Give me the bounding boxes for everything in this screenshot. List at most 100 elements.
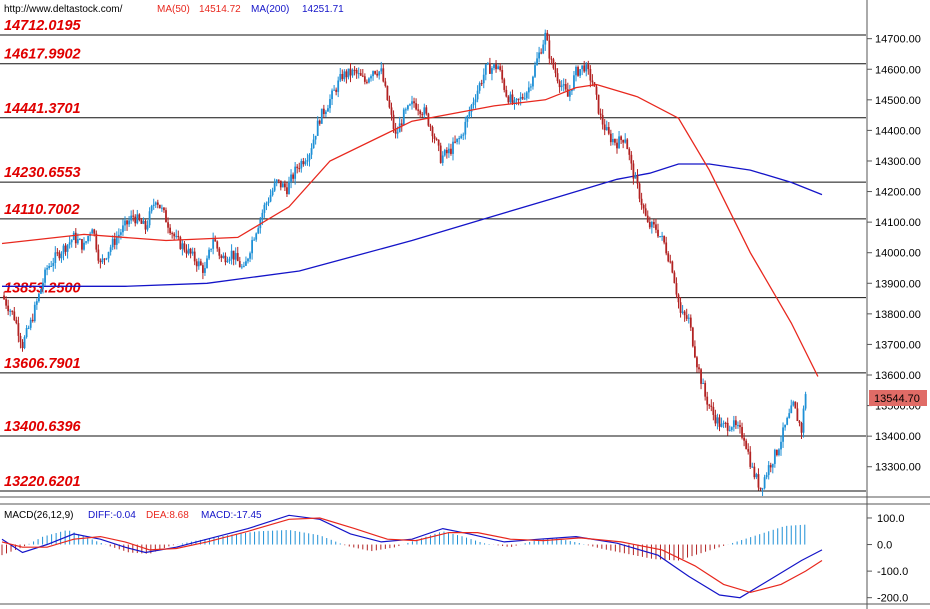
candle-body bbox=[460, 135, 463, 139]
candle-body bbox=[329, 99, 331, 109]
candle-body bbox=[191, 251, 194, 254]
candle-body bbox=[146, 225, 149, 230]
candle-body bbox=[571, 89, 573, 92]
candle-body bbox=[171, 233, 174, 235]
candle-body bbox=[763, 477, 766, 489]
candle-body bbox=[228, 258, 231, 261]
candle-body bbox=[148, 211, 151, 226]
candle-body bbox=[546, 32, 549, 41]
candle-body bbox=[370, 76, 372, 79]
candle-body bbox=[708, 404, 711, 406]
candle-body bbox=[755, 474, 758, 478]
macd-header: MACD(26,12,9) DIFF:-0.04 DEA:8.68 MACD:-… bbox=[4, 510, 262, 521]
candle-body bbox=[612, 139, 614, 143]
candle-body bbox=[776, 449, 778, 456]
candle-body bbox=[689, 317, 692, 328]
main-plot-area[interactable] bbox=[0, 0, 866, 497]
candle-body bbox=[296, 166, 299, 169]
candle-body bbox=[288, 181, 290, 195]
candle-body bbox=[351, 69, 354, 76]
candle-body bbox=[144, 220, 147, 230]
candle-body bbox=[99, 260, 102, 263]
source-url: http://www.deltastock.com/ bbox=[4, 4, 123, 15]
candle-body bbox=[50, 265, 53, 267]
y-tick-label: 14200.00 bbox=[875, 187, 921, 199]
candle-body bbox=[388, 100, 391, 108]
candles bbox=[3, 29, 807, 497]
candle-body bbox=[591, 80, 594, 83]
candle-body bbox=[644, 208, 647, 216]
macd-pane bbox=[1, 514, 823, 599]
candle-body bbox=[700, 369, 702, 384]
ma200-series bbox=[2, 163, 823, 287]
candle-body bbox=[195, 261, 198, 267]
candle-body bbox=[363, 76, 366, 82]
candle-body bbox=[718, 417, 721, 427]
candle-body bbox=[437, 139, 440, 146]
candle-body bbox=[730, 427, 733, 430]
candle-body bbox=[527, 87, 530, 93]
candle-body bbox=[474, 99, 477, 103]
candle-body bbox=[532, 76, 534, 87]
candle-body bbox=[530, 86, 532, 88]
candle-body bbox=[183, 243, 186, 251]
candle-body bbox=[5, 299, 7, 306]
candle-body bbox=[792, 401, 795, 406]
candle-body bbox=[251, 240, 253, 254]
candle-body bbox=[667, 253, 670, 262]
candle-body bbox=[124, 220, 126, 226]
candle-body bbox=[173, 233, 176, 237]
candle-body bbox=[177, 235, 180, 238]
candle-body bbox=[476, 90, 479, 100]
level-lines: 14712.0195 14617.9902 14441.3701 14230.6553… bbox=[0, 18, 866, 492]
candle-body bbox=[7, 305, 10, 312]
candle-body bbox=[724, 422, 727, 424]
candle-body bbox=[411, 101, 413, 105]
candle-body bbox=[230, 250, 233, 259]
candle-body bbox=[704, 382, 707, 397]
candle-body bbox=[322, 108, 325, 115]
macd-title: MACD(26,12,9) bbox=[4, 510, 73, 521]
candle-body bbox=[589, 69, 592, 81]
candle-body bbox=[470, 105, 473, 112]
candle-body bbox=[304, 161, 307, 165]
candle-body bbox=[753, 466, 756, 478]
candle-body bbox=[655, 224, 657, 230]
candle-body bbox=[698, 367, 700, 370]
candle-body bbox=[503, 79, 506, 90]
candle-body bbox=[163, 207, 165, 211]
macd-diff-line bbox=[1, 514, 823, 599]
candle-body bbox=[445, 149, 448, 154]
candle-body bbox=[784, 424, 786, 428]
candle-body bbox=[794, 401, 797, 409]
candle-body bbox=[554, 68, 557, 74]
candle-body bbox=[255, 233, 258, 240]
candle-body bbox=[562, 84, 565, 86]
candle-body bbox=[423, 107, 426, 115]
candle-body bbox=[665, 242, 668, 254]
candle-body bbox=[189, 248, 192, 254]
candle-body bbox=[716, 417, 719, 424]
candle-body bbox=[343, 71, 346, 80]
candle-body bbox=[109, 247, 112, 252]
candle-body bbox=[277, 179, 280, 181]
ma50-value: 14514.72 bbox=[199, 4, 241, 15]
candle-body bbox=[87, 236, 89, 242]
candle-body bbox=[685, 315, 688, 319]
candle-body bbox=[456, 138, 458, 143]
candle-body bbox=[402, 109, 405, 126]
candle-body bbox=[101, 258, 104, 263]
candle-body bbox=[347, 68, 350, 78]
candle-body bbox=[126, 220, 128, 225]
candle-body bbox=[398, 123, 401, 133]
y-tick-label: 13800.00 bbox=[875, 309, 921, 321]
level-label: 13606.7901 bbox=[4, 356, 81, 372]
candle-body bbox=[156, 202, 159, 205]
candle-body bbox=[35, 301, 38, 305]
candle-body bbox=[681, 311, 684, 313]
candle-body bbox=[314, 135, 317, 140]
candle-body bbox=[564, 84, 567, 90]
candle-body bbox=[380, 68, 383, 72]
candle-body bbox=[355, 69, 358, 74]
